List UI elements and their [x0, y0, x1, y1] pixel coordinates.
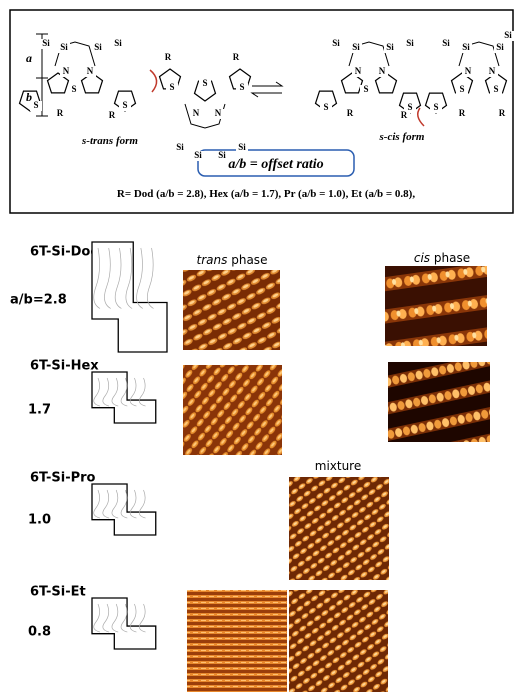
- atom-label: R: [165, 52, 172, 62]
- atom-label: R: [401, 110, 408, 120]
- atom-label: Si: [238, 142, 246, 152]
- atom-label: R: [347, 108, 354, 118]
- atom-label: Si: [462, 42, 470, 52]
- atom-label: Si: [176, 142, 184, 152]
- atom-label: Si: [194, 150, 202, 160]
- figure: a b s-trans form s-cis form a/b = offset…: [0, 0, 522, 692]
- atom-label: S: [323, 102, 328, 112]
- atom-label: S: [363, 84, 368, 94]
- header-italic: trans: [197, 253, 228, 267]
- molecule-name: 6T-Si-Pro: [30, 471, 96, 486]
- atom-label: S: [169, 82, 174, 92]
- atom-label: Si: [218, 150, 226, 160]
- molecule-sketch: [92, 242, 167, 352]
- atom-label: Si: [114, 38, 122, 48]
- atom-label: Si: [60, 42, 68, 52]
- atom-label: Si: [42, 38, 50, 48]
- offset-ratio: 1.7: [28, 403, 51, 418]
- header-italic: cis: [414, 251, 430, 265]
- atom-label: N: [87, 66, 94, 76]
- stm-image: [388, 362, 490, 442]
- atom-label: S: [33, 100, 38, 110]
- ratio-label: a/b = offset ratio: [228, 157, 323, 172]
- atom-label: N: [355, 66, 362, 76]
- header-text: phase: [434, 251, 470, 265]
- atom-label: Si: [504, 30, 512, 40]
- atom-label: S: [239, 82, 244, 92]
- dimension-a: a: [26, 51, 32, 65]
- stm-image: [183, 365, 282, 455]
- column-header: cis phase: [414, 251, 470, 265]
- sketch-chain: [137, 248, 143, 309]
- molecule-name: 6T-Si-Hex: [30, 359, 99, 374]
- atom-label: Si: [94, 42, 102, 52]
- molecule-name: 6T-Si-Dod: [30, 245, 100, 260]
- column-header: trans phase: [197, 253, 268, 267]
- atom-label: N: [379, 66, 386, 76]
- atom-label: R: [109, 110, 116, 120]
- offset-ratio: a/b=2.8: [10, 293, 67, 308]
- molecule-sketch: [92, 372, 156, 423]
- stm-image: [289, 477, 389, 580]
- stm-image: [187, 590, 287, 692]
- atom-label: R: [499, 108, 506, 118]
- column-header: mixture: [315, 459, 362, 473]
- atom-label: R: [459, 108, 466, 118]
- atom-label: Si: [352, 42, 360, 52]
- rotation-arrow: [418, 108, 424, 126]
- atom-label: Si: [386, 42, 394, 52]
- atom-label: S: [433, 102, 438, 112]
- atom-label: N: [215, 108, 222, 118]
- atom-label: R: [233, 52, 240, 62]
- molecule-sketch: [92, 484, 156, 535]
- rotation-arrow: [150, 70, 157, 92]
- equilibrium-arrow: [252, 82, 282, 86]
- atom-label: S: [202, 78, 207, 88]
- atom-label: N: [193, 108, 200, 118]
- atom-label: Si: [332, 38, 340, 48]
- equilibrium-arrow: [252, 93, 282, 97]
- form-label: s-cis form: [379, 131, 425, 143]
- atom-label: N: [63, 66, 70, 76]
- atom-label: S: [493, 84, 498, 94]
- molecule-sketch: [92, 598, 156, 649]
- atom-label: Si: [406, 38, 414, 48]
- offset-ratio: 0.8: [28, 625, 51, 640]
- form-label: s-trans form: [81, 135, 138, 147]
- atom-label: S: [122, 100, 127, 110]
- stm-image: [183, 270, 280, 350]
- stm-image: [385, 266, 487, 346]
- molecule-name: 6T-Si-Et: [30, 585, 86, 600]
- atom-label: Si: [442, 38, 450, 48]
- sketch-chain: [147, 248, 153, 309]
- offset-ratio: 1.0: [28, 513, 51, 528]
- header-text: phase: [231, 253, 267, 267]
- atom-label: S: [407, 102, 412, 112]
- atom-label: S: [459, 84, 464, 94]
- substituents: R= Dod (a/b = 2.8), Hex (a/b = 1.7), Pr …: [117, 188, 415, 200]
- stm-image: [289, 590, 388, 692]
- atom-label: R: [57, 108, 64, 118]
- atom-label: N: [489, 66, 496, 76]
- atom-label: N: [465, 66, 472, 76]
- atom-label: S: [71, 84, 76, 94]
- atom-label: Si: [496, 42, 504, 52]
